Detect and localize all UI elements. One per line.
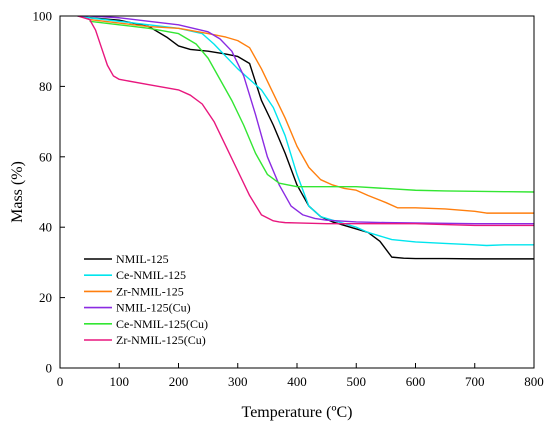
series-line-3: [89, 18, 534, 214]
y-tick-label: 0: [46, 361, 53, 376]
x-tick-label: 0: [57, 374, 64, 389]
plot-frame: [59, 15, 535, 369]
x-tick-label: 200: [169, 374, 189, 389]
x-tick-label: 300: [228, 374, 248, 389]
x-tick-label: 700: [465, 374, 485, 389]
x-tick-label: 600: [406, 374, 426, 389]
x-tick-label: 500: [347, 374, 367, 389]
curves-layer: [77, 16, 534, 260]
legend-label-1: NMIL-125: [116, 252, 169, 266]
y-tick-label: 20: [39, 290, 52, 305]
series-line-4: [77, 16, 534, 225]
y-tick-label: 100: [33, 9, 53, 24]
x-axis-title: Temperature (ºC): [242, 404, 353, 421]
series-line-6: [77, 16, 534, 227]
y-tick-label: 80: [39, 79, 52, 94]
series-line-1: [77, 16, 534, 260]
y-axis-title: Mass (%): [9, 161, 26, 223]
legend-label-2: Ce-NMIL-125: [116, 268, 186, 282]
legend-label-6: Zr-NMIL-125(Cu): [116, 333, 206, 347]
x-tick-label: 400: [287, 374, 307, 389]
ticks-layer: 0 100 200 300 400 500 600 700 800 0 20 40 60 80 100: [33, 9, 544, 390]
x-tick-label: 100: [110, 374, 130, 389]
legend-label-5: Ce-NMIL-125(Cu): [116, 317, 208, 331]
legend-label-3: Zr-NMIL-125: [116, 284, 184, 298]
legend-label-4: NMIL-125(Cu): [116, 301, 191, 315]
y-tick-label: 60: [39, 149, 52, 164]
series-line-5: [89, 20, 534, 193]
legend: NMIL-125 Ce-NMIL-125 Zr-NMIL-125 NMIL-125(C…: [84, 252, 208, 347]
y-tick-label: 40: [39, 220, 52, 235]
x-tick-label: 800: [524, 374, 544, 389]
